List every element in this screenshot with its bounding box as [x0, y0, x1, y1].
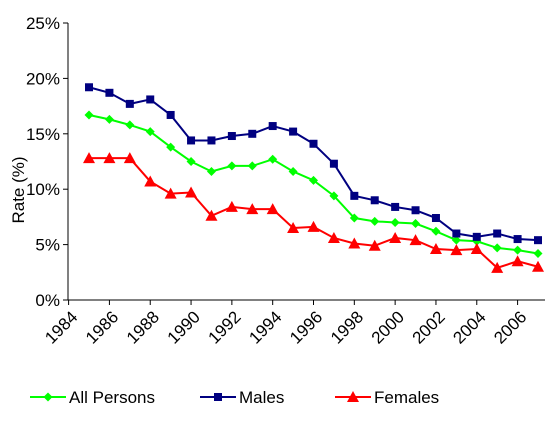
data-point — [350, 191, 359, 200]
data-point — [266, 203, 279, 215]
x-tick-label: 1984 — [41, 307, 81, 347]
legend-label: Males — [239, 388, 284, 407]
y-axis-label: Rate (%) — [9, 156, 28, 223]
x-tick-label: 1994 — [245, 307, 285, 347]
x-tick-label: 1992 — [205, 307, 245, 347]
data-point — [493, 229, 502, 238]
data-point — [411, 206, 420, 215]
data-point — [390, 217, 400, 227]
data-point — [429, 243, 442, 255]
data-point — [225, 200, 238, 212]
data-point — [123, 152, 136, 164]
x-tick-label: 1990 — [164, 307, 204, 347]
data-point — [391, 202, 400, 211]
data-point — [513, 235, 522, 244]
y-tick-label: 5% — [35, 236, 60, 255]
y-tick-label: 25% — [26, 14, 60, 33]
data-point — [452, 229, 461, 238]
data-point — [472, 232, 481, 241]
legend-marker — [347, 391, 359, 402]
series-line — [88, 86, 539, 242]
data-point — [105, 88, 114, 97]
legend-label: Females — [374, 388, 439, 407]
data-point — [145, 127, 155, 137]
data-point — [288, 166, 298, 176]
data-point — [268, 154, 278, 164]
x-tick-label: 2002 — [409, 307, 449, 347]
data-point — [166, 142, 176, 152]
data-point — [329, 159, 338, 168]
data-point — [103, 152, 116, 164]
data-point — [307, 220, 320, 232]
data-point — [146, 95, 155, 104]
data-point — [534, 236, 542, 245]
data-point — [268, 122, 277, 131]
x-tick-label: 1998 — [327, 307, 367, 347]
data-point — [125, 120, 135, 130]
data-point — [349, 213, 359, 223]
data-point — [247, 161, 257, 171]
data-point — [185, 186, 198, 198]
data-point — [389, 231, 402, 243]
data-point — [207, 136, 216, 145]
data-point — [431, 214, 440, 223]
data-point — [144, 175, 157, 187]
x-tick-label: 1986 — [82, 307, 122, 347]
data-point — [370, 196, 379, 205]
data-point — [411, 219, 421, 229]
data-point — [206, 166, 216, 176]
data-point — [164, 187, 177, 199]
data-point — [246, 203, 259, 215]
data-point — [227, 132, 236, 141]
x-tick-label: 1996 — [286, 307, 326, 347]
data-point — [186, 157, 196, 166]
legend-marker — [214, 393, 222, 401]
x-tick-label: 1988 — [123, 307, 163, 347]
x-tick-label: 2004 — [449, 307, 489, 347]
data-point — [492, 243, 502, 253]
data-point — [287, 221, 300, 233]
legend-label: All Persons — [69, 388, 155, 407]
data-point — [125, 99, 134, 108]
data-point — [327, 231, 340, 243]
data-point — [227, 161, 237, 171]
data-point — [511, 255, 524, 267]
data-point — [491, 261, 504, 273]
data-point — [104, 114, 114, 124]
y-tick-label: 15% — [26, 125, 60, 144]
x-tick-label: 2000 — [368, 307, 408, 347]
data-point — [368, 239, 381, 251]
data-point — [451, 235, 461, 245]
data-point — [348, 237, 361, 249]
data-point — [84, 110, 94, 120]
data-point — [309, 175, 319, 185]
data-point — [248, 129, 257, 138]
data-point — [83, 152, 96, 164]
data-point — [329, 191, 339, 201]
data-point — [533, 248, 543, 258]
y-tick-label: 0% — [35, 291, 60, 310]
legend-marker — [43, 392, 53, 402]
series-line — [89, 157, 539, 270]
x-tick-label: 2006 — [490, 307, 530, 347]
data-point — [513, 245, 523, 255]
data-point — [370, 216, 380, 226]
y-tick-label: 10% — [26, 180, 60, 199]
data-point — [450, 244, 463, 256]
data-point — [289, 127, 298, 136]
data-point — [187, 136, 196, 145]
data-point — [431, 226, 441, 236]
data-point — [309, 139, 318, 148]
data-point — [470, 243, 483, 255]
data-point — [85, 83, 94, 92]
data-point — [409, 234, 422, 246]
data-point — [532, 260, 544, 272]
data-point — [205, 209, 218, 221]
y-tick-label: 20% — [26, 69, 60, 88]
data-point — [166, 110, 175, 119]
